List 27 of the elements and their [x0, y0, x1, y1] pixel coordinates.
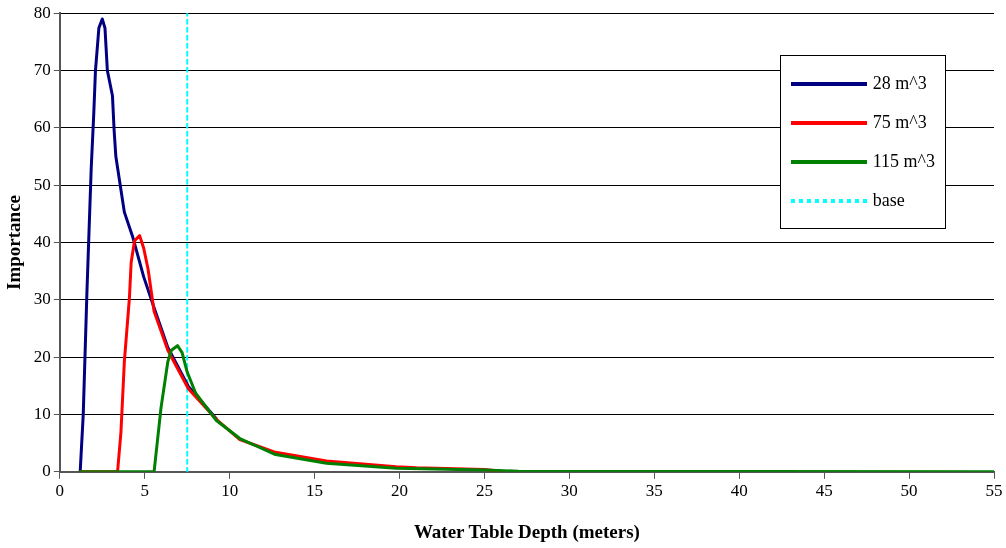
x-tick-label: 45	[815, 481, 833, 501]
x-axis-title: Water Table Depth (meters)	[413, 520, 640, 543]
x-tick-label: 35	[645, 481, 663, 501]
x-tick-label: 15	[306, 481, 324, 501]
legend-label: 115 m^3	[872, 151, 935, 172]
x-tick-label: 20	[391, 481, 409, 501]
y-tick-label: 80	[33, 2, 51, 22]
x-tick-label: 10	[221, 481, 239, 501]
x-tick-label: 30	[560, 481, 578, 501]
legend-label: 28 m^3	[872, 73, 927, 94]
y-tick-label: 70	[33, 59, 51, 79]
y-tick-label: 30	[33, 289, 51, 309]
y-tick-label: 20	[33, 346, 51, 366]
x-tick-label: 40	[730, 481, 748, 501]
y-tick-label: 0	[42, 461, 51, 481]
x-tick-label: 25	[475, 481, 493, 501]
x-tick-label: 0	[55, 481, 65, 501]
x-tick-label: 5	[140, 481, 149, 501]
y-axis-title: Importance	[3, 195, 25, 290]
y-tick-label: 50	[33, 174, 51, 194]
y-tick-label: 10	[33, 403, 51, 423]
x-tick-label: 50	[900, 481, 918, 501]
y-tick-label: 60	[33, 117, 51, 137]
x-tick-label: 55	[985, 481, 1003, 501]
y-tick-label: 40	[33, 231, 51, 251]
legend-label: base	[872, 190, 905, 211]
legend-label: 75 m^3	[872, 112, 927, 133]
